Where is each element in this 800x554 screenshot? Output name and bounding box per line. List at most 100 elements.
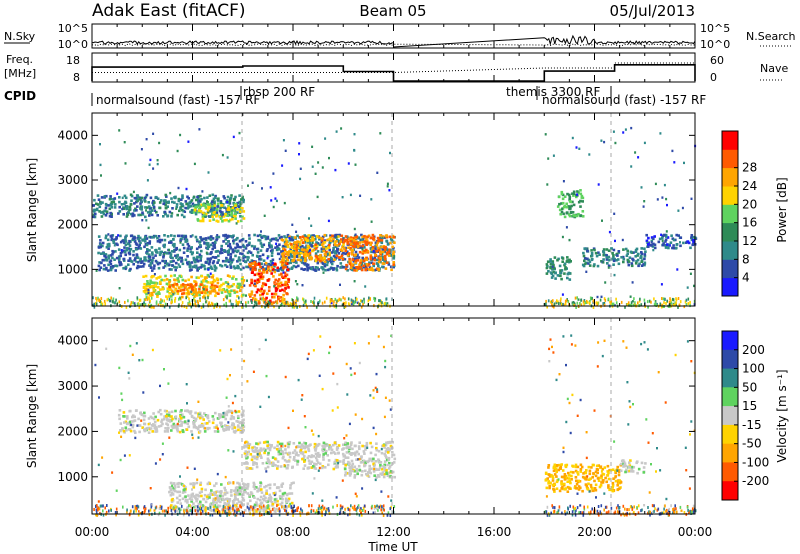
echo-cell (256, 247, 259, 251)
echo-cell (148, 305, 151, 309)
echo-cell (330, 301, 333, 305)
echo-cell (577, 298, 580, 301)
echo-cell (191, 251, 194, 254)
echo-cell (657, 240, 661, 244)
echo-cell (191, 293, 195, 297)
echo-cell (262, 507, 266, 511)
echo-cell (108, 260, 112, 264)
echo-cell (264, 499, 268, 503)
echo-cell (134, 207, 137, 211)
echo-cell (191, 285, 194, 289)
echo-cell (165, 295, 168, 298)
echo-cell (365, 263, 369, 266)
nave-label: Nave (760, 62, 788, 75)
echo-cell (316, 242, 320, 245)
echo-cell (239, 215, 242, 218)
echo-cell (188, 266, 191, 269)
echo-cell (361, 444, 364, 448)
echo-cell (202, 280, 205, 283)
echo-cell (293, 251, 296, 255)
echo-cell (161, 299, 163, 303)
echo-cell (596, 264, 600, 268)
echo-cell (385, 261, 389, 264)
echo-cell (555, 301, 558, 305)
echo-cell (92, 296, 94, 300)
echo-cell (119, 251, 123, 255)
echo-cell (337, 451, 340, 455)
echo-cell (289, 261, 292, 265)
echo-cell (109, 203, 113, 207)
echo-cell (96, 298, 98, 302)
echo-cell (270, 245, 273, 249)
echo-cell (137, 424, 141, 427)
echo-cell (270, 292, 274, 296)
echo-cell (279, 284, 282, 288)
echo-cell (125, 428, 128, 432)
echo-cell (101, 241, 105, 245)
echo-cell (211, 237, 215, 240)
echo-cell (234, 206, 237, 209)
echo-cell (270, 445, 273, 448)
echo-cell (328, 241, 332, 244)
echo-cell (213, 426, 216, 429)
echo-cell (650, 241, 653, 244)
echo-cell (190, 268, 193, 271)
echo-cell (195, 203, 198, 207)
echo-cell (177, 424, 181, 427)
echo-cell (242, 409, 245, 413)
echo-cell (354, 257, 357, 261)
echo-cell (346, 442, 349, 445)
echo-cell (581, 200, 584, 203)
echo-cell (585, 270, 588, 273)
echo-cell (232, 417, 236, 420)
echo-cell (347, 237, 351, 241)
echo-cell (553, 305, 555, 309)
echo-cell (217, 235, 221, 239)
echo-cell (181, 194, 184, 197)
echo-cell (340, 234, 344, 238)
echo-cell (377, 461, 381, 464)
echo-cell (125, 422, 129, 426)
echo-cell (616, 258, 620, 261)
echo-cell (193, 297, 195, 301)
echo-cell (110, 215, 113, 218)
echo-cell (123, 194, 127, 198)
count-tick-upper-right: 10^5 (700, 22, 730, 35)
echo-cell (203, 241, 206, 244)
echo-cell (123, 246, 126, 249)
echo-cell (327, 219, 330, 223)
echo-cell (279, 465, 283, 468)
echo-cell (375, 243, 379, 247)
echo-cell (345, 301, 347, 305)
echo-cell (169, 255, 172, 258)
echo-cell (326, 268, 330, 272)
echo-cell (144, 287, 148, 290)
echo-cell (182, 210, 185, 213)
echo-cell (289, 253, 293, 256)
echo-cell (371, 248, 374, 251)
echo-cell (226, 258, 229, 262)
echo-cell (591, 476, 594, 479)
echo-cell (131, 212, 135, 215)
echo-cell (180, 234, 184, 238)
echo-cell (190, 252, 194, 256)
echo-cell (634, 255, 637, 258)
echo-cell (151, 305, 154, 309)
echo-cell (187, 140, 190, 143)
echo-cell (276, 467, 279, 470)
echo-cell (323, 233, 327, 237)
echo-cell (244, 240, 248, 243)
echo-cell (377, 267, 380, 271)
echo-cell (280, 302, 283, 306)
echo-cell (132, 190, 135, 194)
echo-cell (227, 253, 230, 256)
echo-cell (236, 425, 240, 428)
echo-cell (277, 282, 280, 286)
echo-cell (163, 234, 166, 237)
echo-cell (258, 508, 262, 512)
echo-cell (126, 417, 129, 420)
echo-cell (211, 415, 215, 418)
echo-cell (165, 422, 168, 425)
echo-cell (368, 266, 372, 269)
echo-cell (383, 463, 386, 467)
